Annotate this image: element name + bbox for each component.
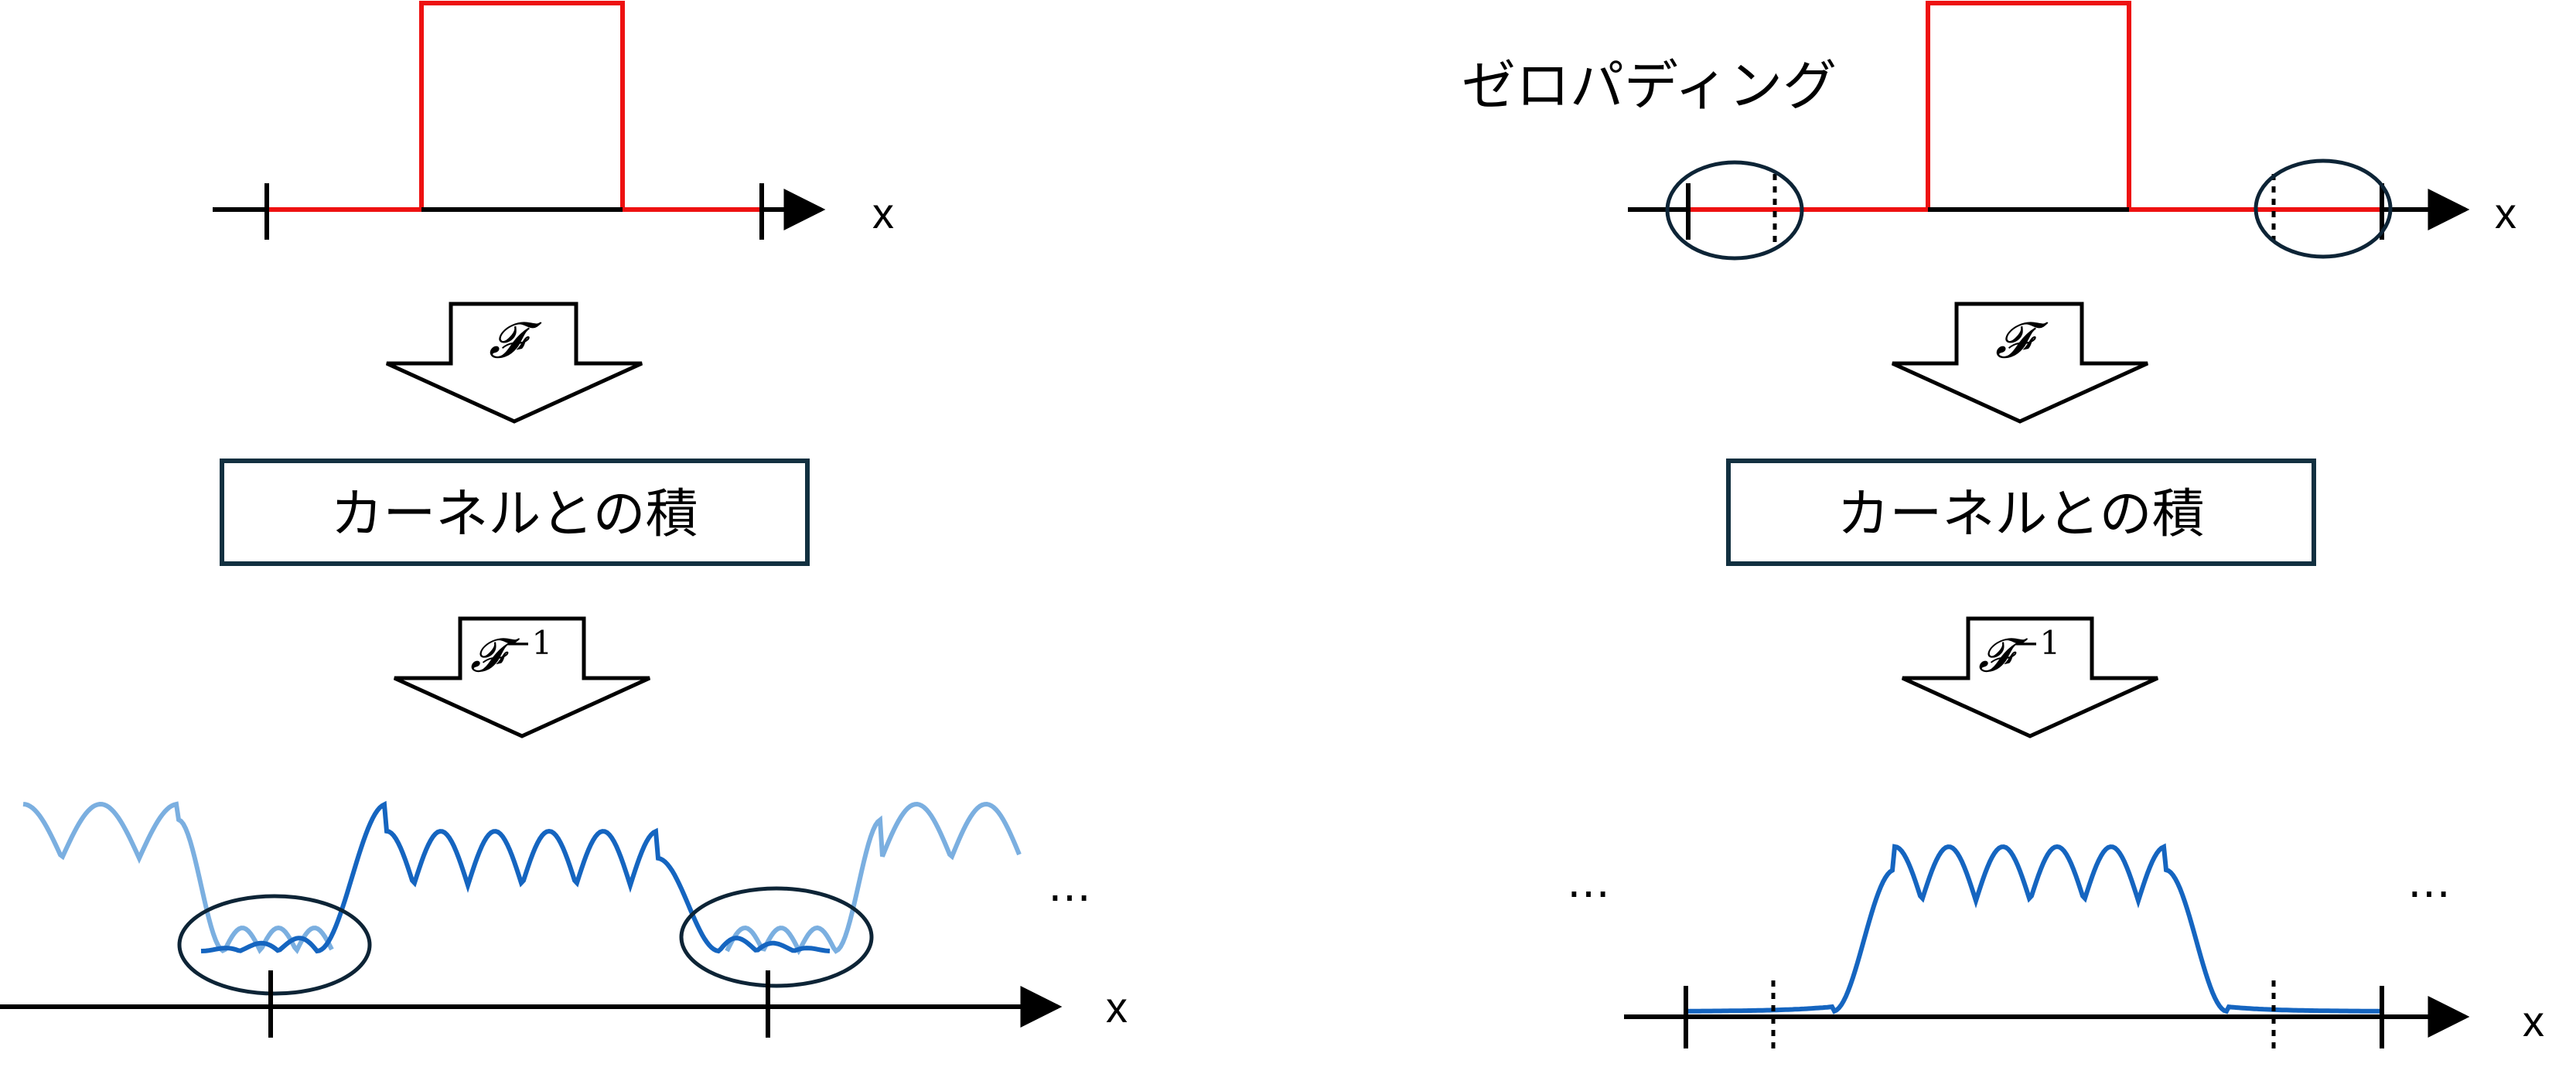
right-bottom-axis-label: x: [2523, 997, 2544, 1045]
right-pad-ellipse-right: [2254, 159, 2393, 259]
right-inverse-fourier-arrow: 𝓕−1: [1901, 616, 2159, 738]
left-rect-signal: [267, 1, 762, 212]
right-ellipsis-left: …: [1567, 857, 1610, 908]
left-ellipse-1: [177, 894, 372, 996]
left-top-signal: x: [213, 1, 894, 240]
right-ellipsis-right: …: [2407, 857, 2451, 908]
left-inverse-label: 𝓕−1: [470, 624, 552, 683]
right-rect-signal: [1686, 1, 2382, 212]
left-ellipsis: …: [1048, 861, 1091, 912]
left-wave-periodic-copy: [22, 801, 1022, 956]
right-panel: ゼロパディング x 𝓕 カーネルとの積 𝓕−1: [1462, 1, 2544, 1053]
right-wave-main: [1686, 843, 2382, 1014]
left-kernel-box-label: カーネルとの積: [330, 484, 698, 545]
right-kernel-box: カーネルとの積: [1726, 459, 2316, 566]
left-bottom-signal: x …: [0, 800, 1128, 1038]
right-inverse-label: 𝓕−1: [1978, 624, 2060, 683]
left-fourier-arrow: 𝓕: [385, 302, 643, 424]
left-inverse-fourier-arrow: 𝓕−1: [393, 616, 651, 738]
right-pad-ellipse-left: [1665, 160, 1804, 261]
right-top-signal: x: [1628, 1, 2516, 261]
left-kernel-box: カーネルとの積: [220, 459, 810, 566]
left-wave-main: [200, 800, 831, 954]
right-kernel-box-label: カーネルとの積: [1837, 484, 2204, 545]
left-ellipse-2: [679, 886, 874, 988]
left-bottom-axis-label: x: [1106, 983, 1128, 1031]
left-top-axis-label: x: [872, 189, 894, 237]
left-panel: x 𝓕 カーネルとの積 𝓕−1 x: [0, 1, 1128, 1038]
right-top-axis-label: x: [2495, 189, 2516, 237]
right-bottom-signal: x … …: [1567, 843, 2544, 1053]
zero-padding-label: ゼロパディング: [1462, 54, 1837, 118]
right-fourier-arrow: 𝓕: [1891, 302, 2149, 424]
